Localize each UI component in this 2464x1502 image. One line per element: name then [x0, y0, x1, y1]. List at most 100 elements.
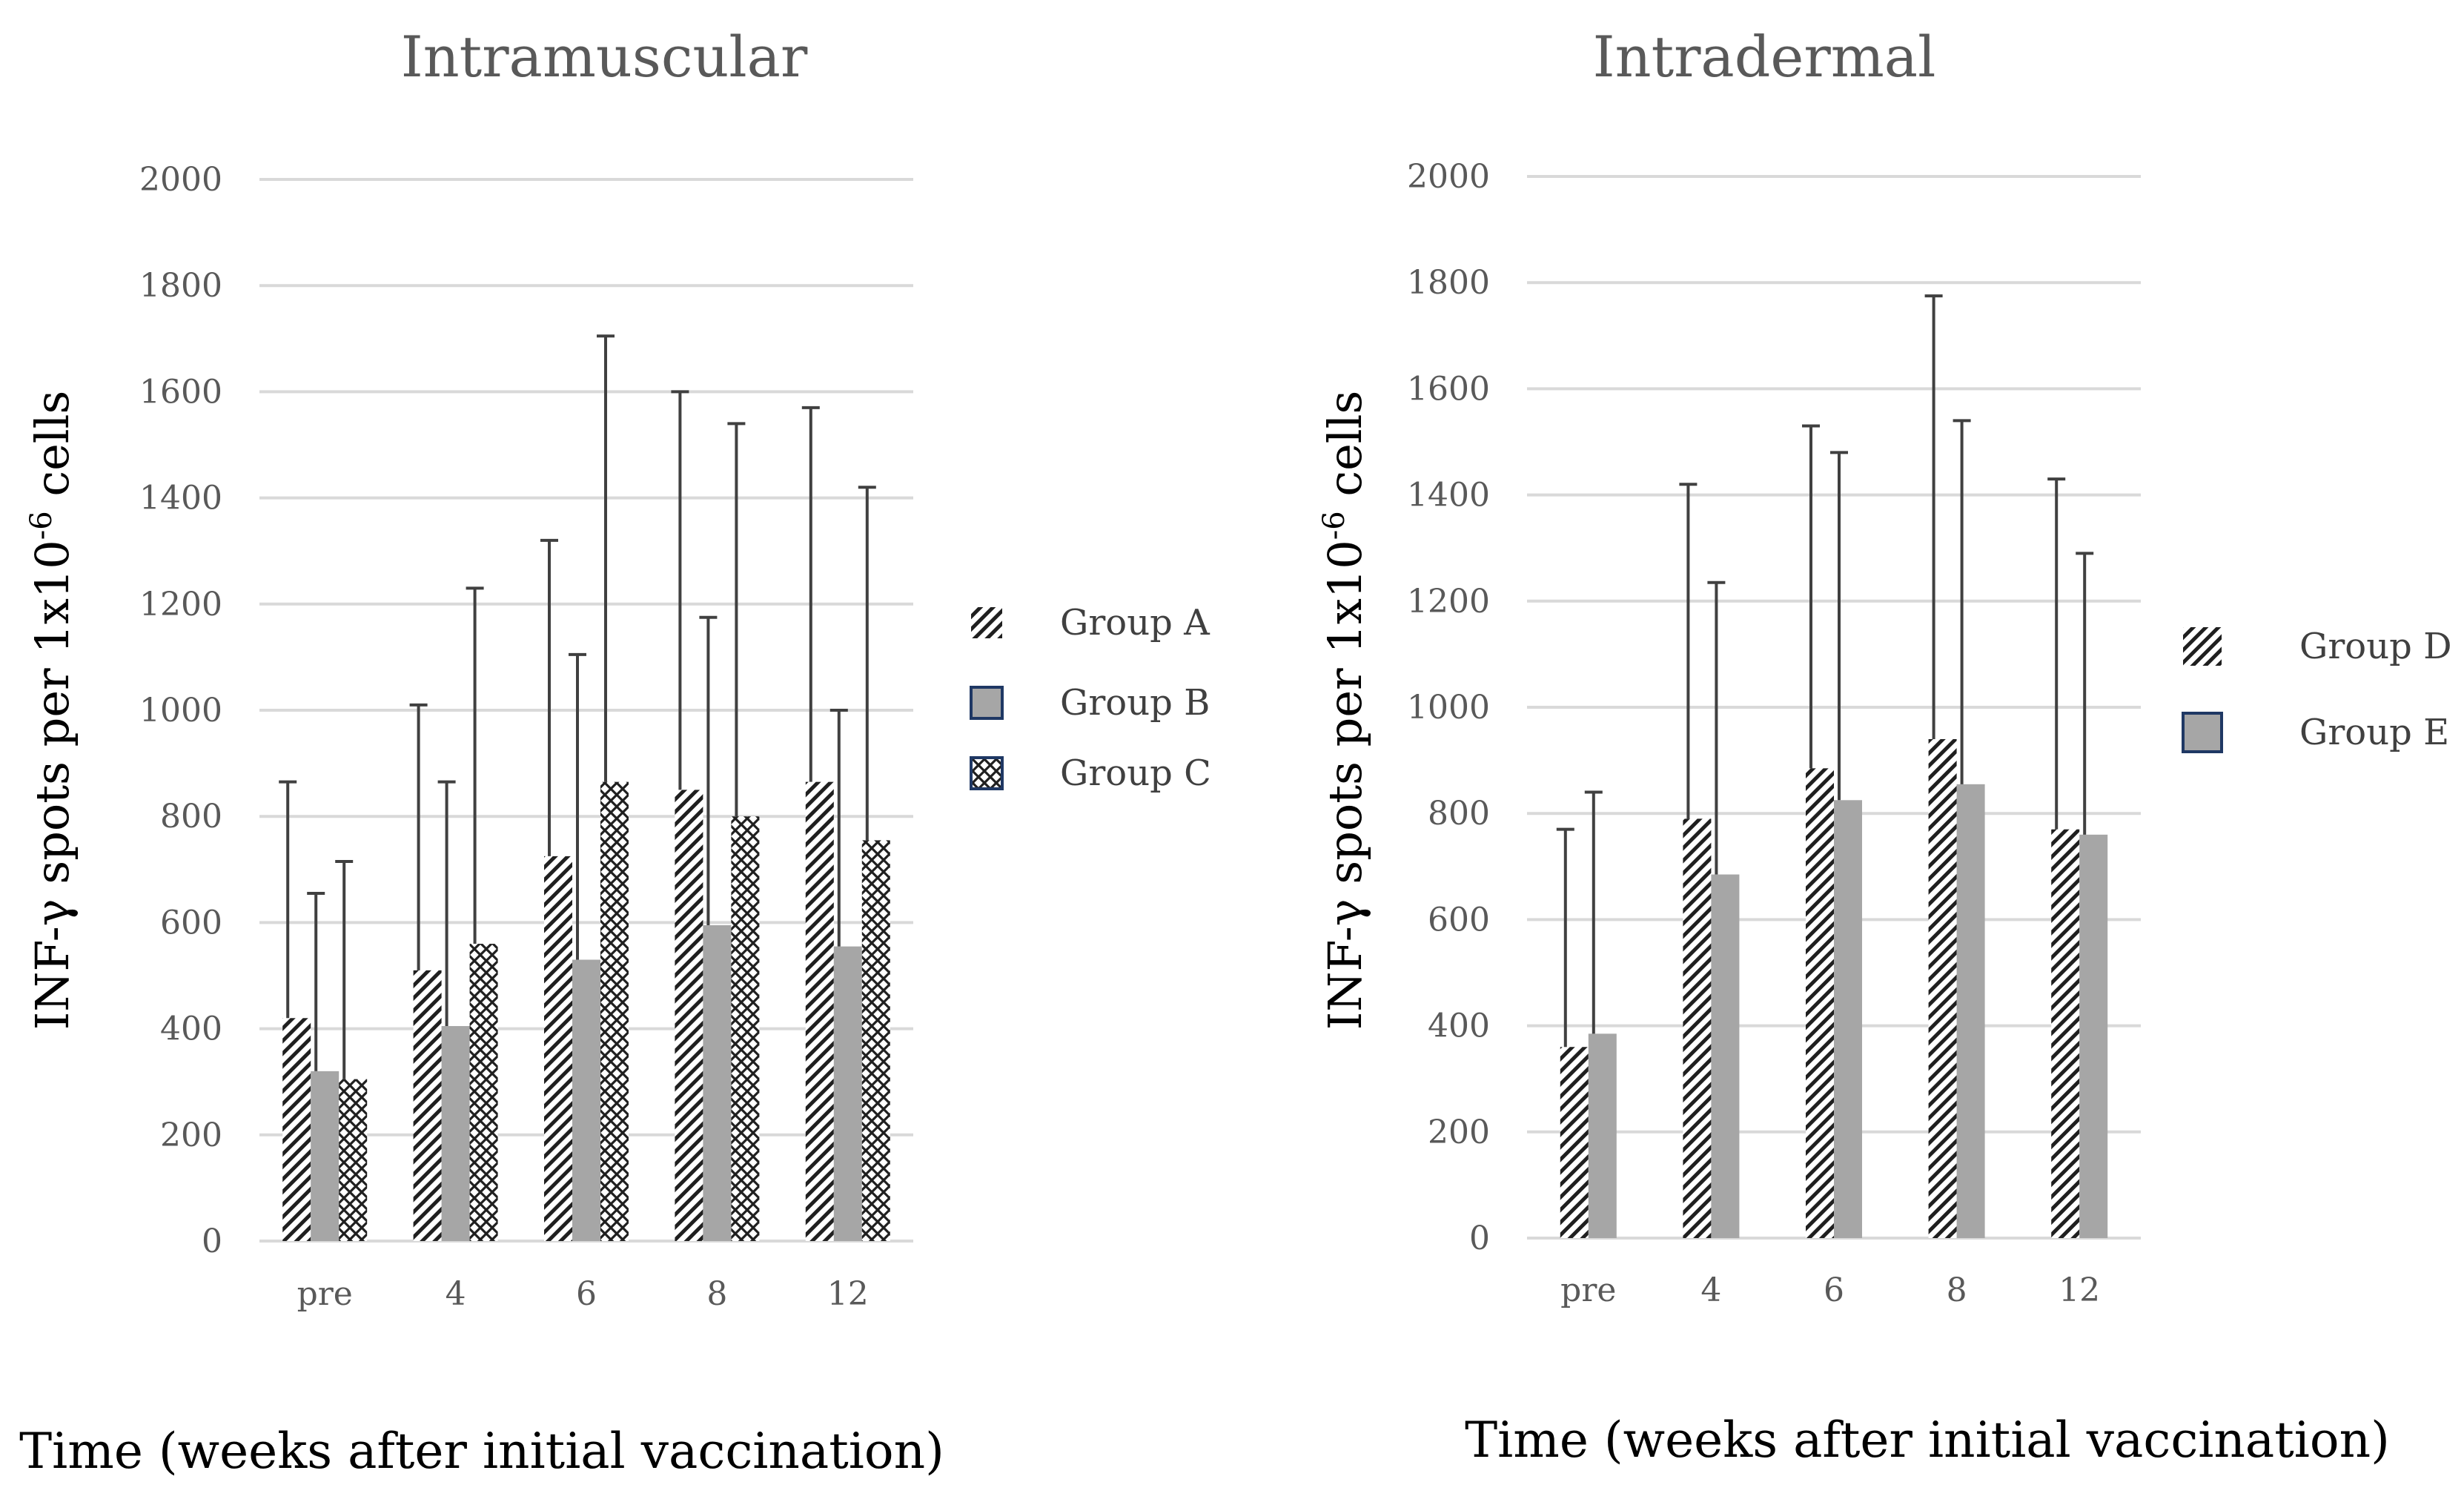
- bar: [600, 781, 629, 1241]
- legend-swatch: [2183, 627, 2222, 666]
- error-bar: [597, 334, 615, 782]
- error-bar: [307, 892, 325, 1071]
- bar: [469, 944, 498, 1241]
- chart-title: Intradermal: [1593, 24, 1936, 90]
- y-axis-title-exponent: -6: [1317, 511, 1351, 540]
- y-tick-label: 0: [202, 1223, 222, 1260]
- legend-item: Group D: [2183, 626, 2452, 667]
- x-tick-label: 8: [1947, 1271, 1967, 1309]
- error-bar: [1924, 294, 1943, 739]
- bar: [1834, 800, 1862, 1238]
- y-tick-label: 800: [1428, 795, 1490, 833]
- error-bar: [335, 860, 354, 1079]
- x-tick-label: pre: [1560, 1271, 1616, 1309]
- bar: [731, 816, 760, 1241]
- legend-label: Group A: [1060, 602, 1211, 644]
- bar: [2079, 834, 2108, 1238]
- y-tick-label: 400: [1428, 1008, 1490, 1045]
- error-bar: [801, 406, 820, 782]
- y-tick-label: 0: [1469, 1220, 1490, 1257]
- error-bar: [1802, 424, 1820, 769]
- y-tick-label: 1200: [139, 586, 222, 623]
- legend-label: Group C: [1060, 752, 1211, 794]
- y-tick-label: 400: [160, 1010, 222, 1048]
- chart-title: Intramuscular: [401, 24, 808, 90]
- x-axis-title: Time (weeks after initial vaccination): [19, 1423, 944, 1480]
- bar: [805, 781, 834, 1241]
- y-tick-label: 2000: [139, 161, 222, 199]
- bar: [1711, 874, 1740, 1238]
- y-tick-label: 1200: [1407, 583, 1490, 621]
- y-tick-label: 200: [1428, 1114, 1490, 1151]
- x-axis-title: Time (weeks after initial vaccination): [1465, 1412, 2390, 1469]
- x-tick-label: pre: [297, 1275, 353, 1313]
- x-tick-label: 6: [576, 1275, 597, 1313]
- y-tick-label: 800: [160, 798, 222, 836]
- y-tick-label: 1600: [1407, 370, 1490, 408]
- intramuscular-chart: Intramuscular 0 200 400 600 800 1000 1200 1400 1…: [19, 24, 1211, 1480]
- legend-swatch: [971, 607, 1002, 638]
- intradermal-chart: Intradermal 0 200 400 600 800 1000 1200 1400 160…: [1317, 24, 2452, 1469]
- y-tick-label: 600: [1428, 901, 1490, 939]
- legend-label: Group E: [2299, 712, 2449, 753]
- legend-item: Group E: [2182, 712, 2449, 753]
- y-tick-label: 1800: [139, 267, 222, 305]
- y-tick-label: 1000: [1407, 689, 1490, 727]
- legend-item: Group C: [970, 752, 1211, 794]
- y-axis-title-unit: cells: [25, 391, 79, 512]
- legend-swatch: [970, 686, 1004, 720]
- x-tick-label: 12: [2059, 1271, 2100, 1309]
- error-bar: [858, 486, 876, 841]
- error-bar: [279, 780, 297, 1019]
- legend-label: Group D: [2299, 626, 2452, 667]
- x-tick-label: 4: [1700, 1271, 1721, 1309]
- error-bar: [671, 390, 689, 790]
- error-bar: [569, 652, 586, 960]
- y-tick-label: 1400: [1407, 477, 1490, 515]
- error-bar: [409, 703, 428, 970]
- y-tick-label: 1600: [139, 373, 222, 411]
- bar: [1683, 818, 1712, 1238]
- error-bar: [1953, 419, 1971, 784]
- legend-label: Group B: [1060, 682, 1210, 724]
- y-axis-title-unit: cells: [1318, 391, 1372, 512]
- legend-swatch: [2182, 712, 2223, 753]
- bar: [413, 970, 442, 1241]
- bar: [2051, 829, 2080, 1238]
- x-tick-label: 4: [446, 1275, 466, 1313]
- bar: [339, 1079, 368, 1241]
- error-bar: [1679, 483, 1698, 819]
- bar: [572, 959, 600, 1241]
- bar: [311, 1071, 340, 1241]
- y-axis-title-main: INF-γ spots per 1x10: [1318, 540, 1372, 1030]
- bar: [703, 924, 732, 1241]
- bar: [1806, 768, 1834, 1238]
- y-axis-title-exponent: -6: [24, 511, 59, 540]
- error-bar: [437, 780, 456, 1027]
- error-bar: [1556, 827, 1574, 1048]
- bar: [1928, 738, 1957, 1238]
- error-bar: [829, 709, 848, 947]
- y-axis-title: INF-γ spots per 1x10-6 cells: [1317, 391, 1372, 1030]
- error-bar: [2047, 477, 2066, 830]
- error-bar: [727, 422, 746, 817]
- y-tick-label: 1000: [139, 692, 222, 730]
- x-tick-label: 12: [827, 1275, 869, 1313]
- error-bar: [540, 538, 558, 856]
- y-tick-label: 2000: [1407, 158, 1490, 196]
- error-bar: [1584, 790, 1603, 1034]
- x-tick-label: 6: [1824, 1271, 1844, 1309]
- legend-swatch: [970, 756, 1004, 790]
- bar: [1956, 784, 1985, 1238]
- error-bar: [1707, 580, 1726, 875]
- bar: [1588, 1033, 1617, 1238]
- bar: [833, 946, 862, 1241]
- bar: [861, 840, 890, 1241]
- y-tick-label: 200: [160, 1116, 222, 1154]
- error-bar: [466, 586, 484, 944]
- y-axis-title: INF-γ spots per 1x10-6 cells: [24, 391, 79, 1030]
- y-tick-label: 1400: [139, 480, 222, 517]
- y-tick-label: 600: [160, 904, 222, 942]
- bar: [675, 790, 703, 1241]
